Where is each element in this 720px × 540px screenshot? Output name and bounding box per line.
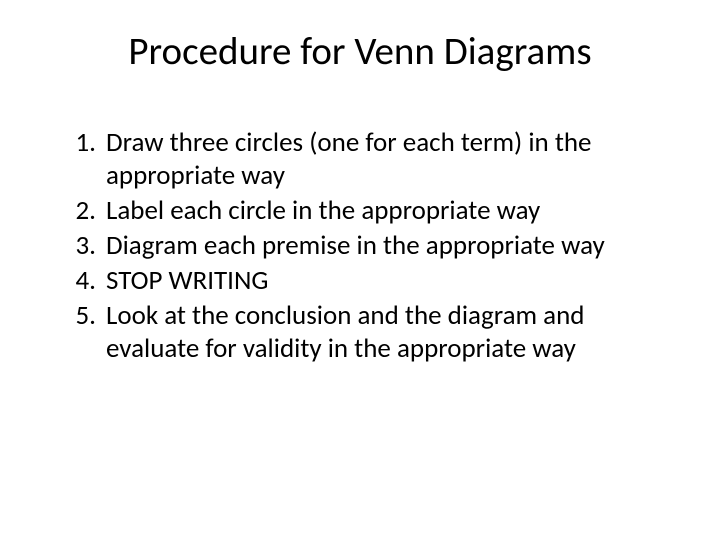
list-number: 4. xyxy=(48,265,106,298)
list-text: STOP WRITING xyxy=(106,265,672,298)
list-text: Look at the conclusion and the diagram a… xyxy=(106,300,672,366)
list-item: 2. Label each circle in the appropriate … xyxy=(48,195,672,228)
list-item: 5. Look at the conclusion and the diagra… xyxy=(48,300,672,366)
list-number: 5. xyxy=(48,300,106,333)
list-item: 4. STOP WRITING xyxy=(48,265,672,298)
list-text: Draw three circles (one for each term) i… xyxy=(106,127,672,193)
list-text: Label each circle in the appropriate way xyxy=(106,195,672,228)
procedure-list: 1. Draw three circles (one for each term… xyxy=(48,127,672,366)
list-number: 1. xyxy=(48,127,106,160)
list-item: 3. Diagram each premise in the appropria… xyxy=(48,230,672,263)
list-number: 2. xyxy=(48,195,106,228)
list-item: 1. Draw three circles (one for each term… xyxy=(48,127,672,193)
list-text: Diagram each premise in the appropriate … xyxy=(106,230,672,263)
slide-title: Procedure for Venn Diagrams xyxy=(48,28,672,75)
slide-container: Procedure for Venn Diagrams 1. Draw thre… xyxy=(0,0,720,540)
list-number: 3. xyxy=(48,230,106,263)
